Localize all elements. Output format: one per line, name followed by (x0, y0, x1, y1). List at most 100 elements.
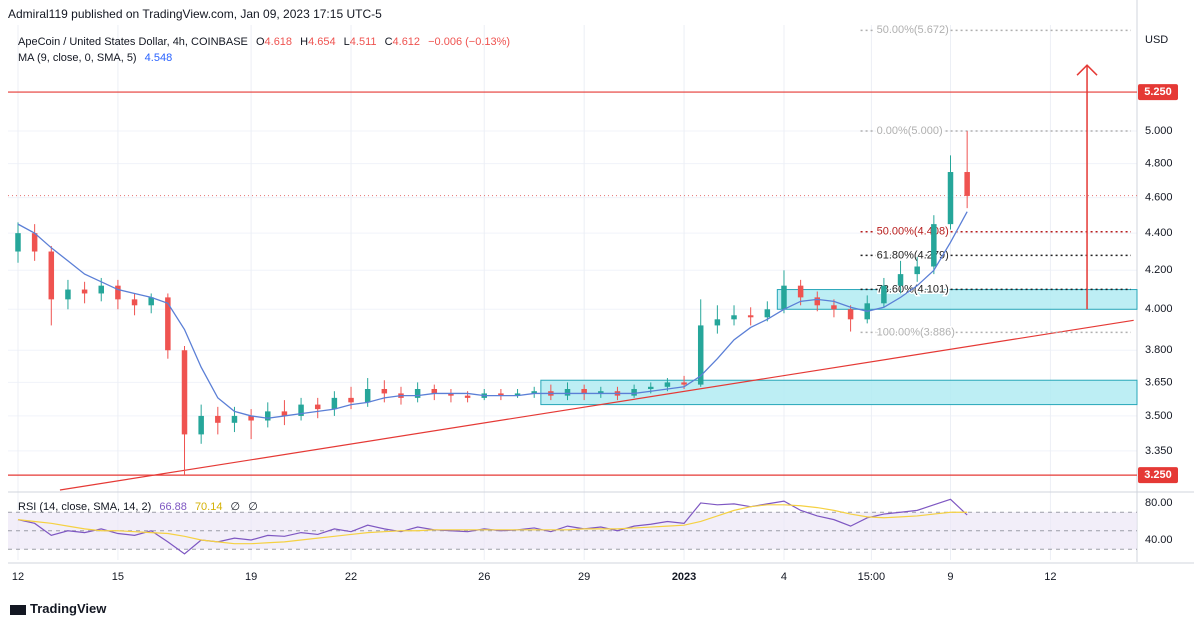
unit-label: USD (1145, 34, 1168, 46)
candle-body (31, 233, 38, 252)
y-tick-label: 4.600 (1145, 192, 1173, 204)
ohlc-value: 4.654 (308, 36, 336, 48)
fib-label: 50.00%(5.672) (877, 24, 949, 36)
candle-body (847, 309, 854, 320)
candle-body (48, 251, 55, 300)
fib-label: 100.00%(3.886) (877, 326, 955, 338)
candle-body (714, 319, 721, 326)
y-tick-label: 5.000 (1145, 125, 1173, 137)
ma-legend: MA (9, close, 0, SMA, 5) 4.548 (18, 52, 172, 64)
y-tick-label: 80.00 (1145, 497, 1173, 509)
candle-body (265, 411, 271, 421)
candle-body (431, 389, 438, 394)
y-tick-label: 40.00 (1145, 534, 1173, 546)
candle-body (181, 350, 188, 435)
publisher-note: Admiral119 published on TradingView.com,… (8, 7, 382, 21)
candle-body (814, 297, 821, 306)
fib-label: 50.00%(4.408) (877, 226, 949, 238)
candle-body (115, 285, 121, 300)
ohlc-value: 4.612 (392, 36, 421, 48)
brand: TradingView (10, 601, 106, 616)
brand-logo (10, 604, 26, 615)
rsi-band (8, 512, 1137, 550)
y-tick-label: 3.500 (1145, 410, 1173, 422)
candle-body (331, 397, 338, 410)
candle-body (448, 393, 454, 396)
rsi-ma-value: 70.14 (194, 501, 223, 513)
candle-body (98, 285, 104, 294)
candle-body (931, 224, 937, 267)
level-badge (1138, 84, 1178, 101)
fib-label: 61.80%(4.279) (877, 249, 949, 261)
change: −0.006 (−0.13%) (428, 36, 511, 48)
y-tick-label: 3.650 (1145, 376, 1173, 388)
ma-title: MA (9, close, 0, SMA, 5) (18, 52, 137, 64)
x-tick-label: 9 (947, 571, 953, 583)
candle-body (364, 389, 371, 403)
candle-body (65, 289, 71, 300)
zone (540, 379, 1138, 406)
candle-body (648, 386, 654, 390)
fib-label: 0.00%(5.000) (877, 125, 943, 137)
trendline (59, 319, 1134, 491)
candle-body (165, 297, 171, 351)
candle-body (281, 411, 288, 416)
candle-body (414, 389, 421, 398)
candle-body (15, 233, 21, 252)
symbol-title: ApeCoin / United States Dollar, 4h, COIN… (18, 36, 248, 48)
candle-body (148, 297, 154, 306)
candle-body (464, 395, 471, 398)
x-tick-label: 15:00 (858, 571, 886, 583)
candle-body (514, 393, 521, 396)
y-tick-label: 4.800 (1145, 158, 1173, 170)
y-tick-label: 4.200 (1145, 264, 1173, 276)
brand-text: TradingView (30, 601, 107, 616)
candle-body (964, 172, 970, 196)
candle-body (747, 315, 754, 318)
rsi-extra: ∅ (248, 501, 258, 513)
candle-body (298, 404, 304, 416)
candle-body (897, 274, 904, 286)
x-tick-label: 12 (12, 571, 24, 583)
candle-body (831, 305, 837, 310)
y-tick-label: 4.400 (1145, 227, 1173, 239)
level-label: 5.250 (1144, 86, 1172, 98)
ohlc-key: H (300, 36, 309, 48)
rsi-line (17, 504, 968, 545)
candle-body (681, 382, 687, 385)
y-tick-label: 3.800 (1145, 344, 1173, 356)
candle-body (881, 285, 887, 304)
candle-body (914, 266, 920, 275)
candle-body (81, 289, 88, 294)
candle-body (731, 315, 737, 320)
ohlc-key: L (343, 36, 350, 48)
y-tick-label: 3.350 (1145, 445, 1173, 457)
candle-body (664, 382, 671, 387)
ohlc-value: 4.618 (264, 36, 293, 48)
level-label: 3.250 (1144, 469, 1172, 481)
candle-body (498, 393, 504, 396)
rsi-value: 66.88 (159, 501, 187, 513)
rsi-legend: RSI (14, close, SMA, 14, 2) 66.88 70.14 … (18, 500, 258, 513)
level-badge (1138, 467, 1178, 484)
candle-body (381, 389, 388, 394)
x-tick-label: 15 (112, 571, 124, 583)
candle-body (581, 389, 587, 394)
candle-body (348, 397, 354, 403)
candle-body (697, 325, 704, 385)
candle-body (131, 299, 138, 306)
candle-body (764, 309, 771, 318)
ohlc-value: 4.511 (349, 36, 377, 48)
candle-body (947, 172, 954, 225)
arrow-head (1076, 64, 1098, 76)
y-tick-label: 4.000 (1145, 303, 1173, 315)
candle-body (231, 415, 238, 423)
x-tick-label: 22 (345, 571, 357, 583)
rsi-extra: ∅ (230, 501, 241, 513)
x-tick-label: 12 (1044, 571, 1056, 583)
ma-value: 4.548 (144, 52, 173, 64)
candle-body (631, 389, 637, 396)
candle-body (215, 415, 221, 423)
candle-body (781, 285, 787, 310)
